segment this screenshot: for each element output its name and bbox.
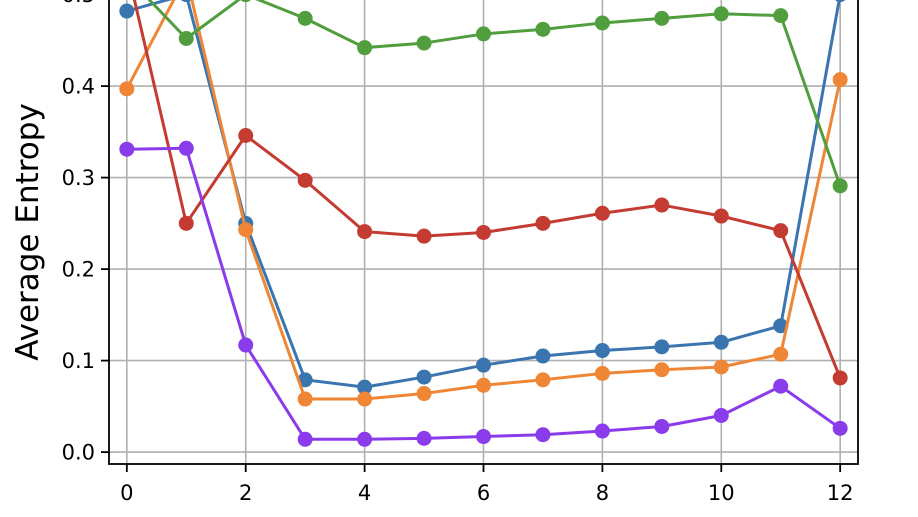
y-tick-label: 0.1 — [62, 349, 95, 373]
data-point — [297, 431, 313, 447]
data-point — [178, 30, 194, 46]
data-point — [535, 348, 551, 364]
data-point — [178, 215, 194, 231]
data-point — [594, 423, 610, 439]
series-group — [119, 0, 848, 447]
data-point — [357, 379, 373, 395]
y-tick-label: 0.4 — [62, 75, 95, 99]
data-point — [654, 362, 670, 378]
data-point — [594, 15, 610, 31]
y-axis-label: Average Entropy — [10, 103, 46, 361]
data-point — [713, 6, 729, 22]
data-point — [357, 40, 373, 56]
y-tick-label: 0.2 — [62, 258, 95, 282]
data-point — [654, 197, 670, 213]
x-tick-label: 0 — [120, 481, 133, 505]
data-point — [654, 418, 670, 434]
data-point — [238, 127, 254, 143]
series-3 — [147, 0, 848, 194]
data-point — [713, 208, 729, 224]
data-point — [773, 318, 789, 334]
x-tick-label: 6 — [477, 481, 490, 505]
data-point — [240, 0, 251, 3]
data-point — [773, 346, 789, 362]
data-point — [834, 0, 846, 3]
y-tick-label: 0.5 — [62, 0, 95, 7]
data-point — [773, 223, 789, 239]
data-point — [832, 420, 848, 436]
data-point — [594, 365, 610, 381]
data-point — [476, 26, 491, 42]
data-point — [476, 377, 491, 393]
data-point — [416, 386, 432, 402]
data-point — [238, 337, 254, 353]
y-tick-label: 0.3 — [62, 166, 95, 190]
data-point — [654, 10, 670, 26]
data-point — [832, 72, 848, 88]
data-point — [832, 178, 848, 194]
data-point — [832, 370, 848, 386]
data-point — [416, 369, 432, 385]
data-point — [476, 357, 491, 373]
data-point — [535, 215, 551, 231]
data-point — [416, 35, 432, 51]
series-2 — [119, 0, 848, 407]
data-point — [416, 228, 432, 244]
data-point — [416, 430, 432, 446]
data-point — [535, 21, 551, 37]
data-point — [357, 224, 373, 240]
data-point — [297, 372, 313, 388]
series-5 — [119, 140, 848, 447]
x-tick-label: 8 — [596, 481, 609, 505]
data-point — [297, 172, 313, 188]
data-point — [476, 429, 491, 445]
data-point — [181, 0, 192, 3]
data-point — [119, 141, 135, 157]
data-point — [535, 372, 551, 388]
data-point — [238, 222, 254, 238]
data-point — [713, 359, 729, 375]
data-point — [773, 378, 789, 394]
x-tick-label: 4 — [358, 481, 371, 505]
data-point — [654, 339, 670, 355]
y-tick-label: 0.0 — [62, 441, 95, 465]
data-point — [773, 8, 789, 24]
data-point — [357, 431, 373, 447]
data-point — [119, 3, 135, 19]
data-point — [357, 391, 373, 407]
data-point — [594, 343, 610, 359]
axes: 0 2 4 6 8 10 12 0.0 0.1 0.2 0.3 0.4 0.5 — [62, 0, 854, 505]
data-point — [535, 427, 551, 443]
data-point — [178, 140, 194, 156]
data-point — [297, 10, 313, 26]
series-4 — [132, 0, 848, 386]
x-tick-label: 10 — [708, 481, 735, 505]
data-point — [297, 391, 313, 407]
data-point — [713, 334, 729, 350]
data-point — [119, 81, 135, 97]
x-tick-label: 2 — [239, 481, 252, 505]
data-point — [713, 408, 729, 424]
data-point — [476, 224, 491, 240]
x-tick-label: 12 — [827, 481, 854, 505]
data-point — [594, 205, 610, 221]
